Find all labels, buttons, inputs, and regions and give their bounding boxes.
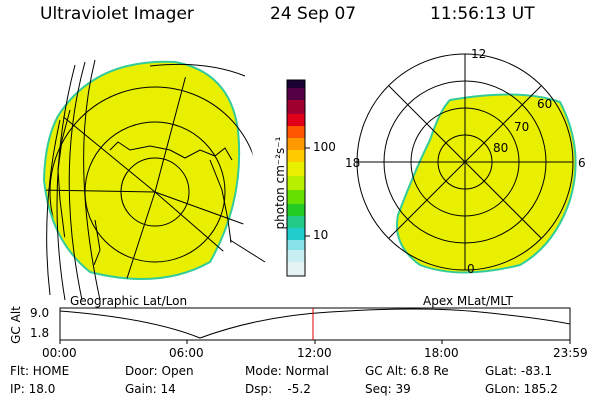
- date-label: 24 Sep 07: [270, 4, 357, 24]
- mlt-18-label: 18: [345, 156, 361, 170]
- mlt-6-label: 6: [578, 156, 586, 170]
- gain-value: Gain: 14: [125, 382, 176, 396]
- orbit-ymin: 1.8: [30, 326, 50, 340]
- mlt-12-label: 12: [471, 47, 487, 61]
- orbit-ylabel: GC Alt: [9, 306, 23, 344]
- orbit-xtick: 12:00: [297, 346, 332, 360]
- dsp-value: Dsp: -5.2: [245, 382, 311, 396]
- glon-value: GLon: 185.2: [485, 382, 558, 396]
- orbit-xtick: 23:59: [553, 346, 588, 360]
- door-status: Door: Open: [125, 364, 194, 378]
- ip-value: IP: 18.0: [10, 382, 56, 396]
- lat-60-label: 60: [537, 97, 553, 111]
- orbit-xtick: 18:00: [424, 346, 459, 360]
- orbit-ymax: 9.0: [30, 306, 50, 320]
- gc-altitude: GC Alt: 6.8 Re: [365, 364, 449, 378]
- apex-caption: Apex MLat/MLT: [423, 294, 513, 308]
- lat-70-label: 70: [514, 120, 530, 134]
- lat-80-label: 80: [493, 141, 509, 155]
- sequence-number: Seq: 39: [365, 382, 411, 396]
- polar-image: [356, 53, 577, 274]
- colorbar-tick-100: 100: [313, 140, 336, 154]
- mlt-0-label: 0: [467, 262, 475, 276]
- colorbar: [286, 79, 310, 277]
- geographic-caption: Geographic Lat/Lon: [70, 294, 188, 308]
- glat-value: GLat: -83.1: [485, 364, 552, 378]
- orbit-altitude-plot: [59, 307, 571, 344]
- flight-status: Flt: HOME: [10, 364, 70, 378]
- mode-status: Mode: Normal: [245, 364, 329, 378]
- instrument-title: Ultraviolet Imager: [40, 4, 194, 24]
- orbit-xtick: 06:00: [169, 346, 204, 360]
- time-label: 11:56:13 UT: [430, 4, 535, 24]
- colorbar-unit-label: photon cm⁻²s⁻¹: [273, 136, 287, 230]
- colorbar-tick-10: 10: [313, 228, 329, 242]
- orbit-xtick: 00:00: [42, 346, 77, 360]
